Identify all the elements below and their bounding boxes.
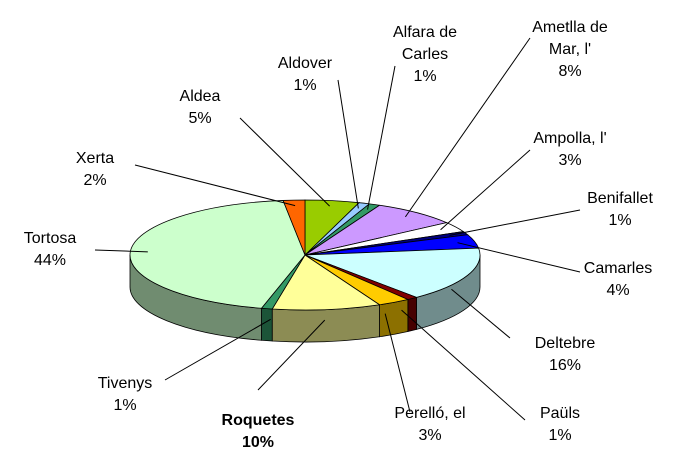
data-label: Aldover 1% [265,53,345,97]
leader-line [337,79,359,209]
leader-line [164,318,271,381]
label-name: Roquetes [221,412,295,429]
label-name: Xerta [75,150,115,167]
label-value: 5% [188,110,212,127]
pie-sides [129,254,481,343]
data-label: Tortosa 44% [10,228,90,272]
label-value: 3% [558,152,582,169]
leader-line [134,164,296,207]
label-name: Tortosa [23,230,77,247]
label-name: Aldea [179,88,221,105]
leader-line [457,242,581,273]
leader-line [404,37,531,218]
label-name: Paüls [539,405,581,422]
slice-side [379,298,409,338]
label-name: Perelló, el [394,405,466,422]
leader-line [451,288,511,339]
label-value: 4% [606,282,630,299]
data-label: Xerta 2% [55,148,135,192]
leader-line [257,319,326,391]
leader-line [401,309,526,421]
data-label: Ampolla, l' 3% [510,128,630,172]
label-value: 1% [548,427,572,444]
data-label: Aldea 5% [160,86,240,130]
label-value: 1% [608,212,632,229]
data-label: Tivenys 1% [85,373,165,417]
label-name: Camarles [583,260,653,277]
slice [282,199,306,256]
label-value: 16% [548,357,582,374]
label-value: 1% [113,397,137,414]
leader-line [449,209,581,236]
slice-side [407,296,417,332]
slice [271,254,381,311]
label-value: 1% [413,68,437,85]
leader-line [94,249,148,253]
data-label: Benifallet 1% [565,188,673,232]
leader-line [440,149,531,231]
leader-lines [94,37,581,421]
label-name: Ampolla, l' [533,130,607,147]
slice-side [261,307,273,342]
label-name: Alfara de Carles [392,24,458,63]
label-name: Deltebre [534,335,596,352]
slice-side [271,304,380,343]
data-label: Perelló, el 3% [375,403,485,447]
leader-line [384,313,411,413]
label-name: Aldover [277,55,333,72]
label-value: 44% [33,252,67,269]
data-label: Camarles 4% [568,258,668,302]
label-value: 2% [83,172,107,189]
label-value: 10% [241,434,275,451]
leader-line [367,65,396,210]
data-label: Ametlla de Mar, l' 8% [525,17,615,83]
pie-tops [129,199,481,311]
label-name: Benifallet [587,190,653,207]
data-label: Alfara de Carles 1% [385,22,465,88]
label-value: 1% [293,77,317,94]
label-value: 3% [418,427,442,444]
data-label: Paüls 1% [520,403,600,447]
leader-line [239,117,330,207]
slice [304,247,481,298]
data-label: Roquetes 10% [208,410,308,454]
data-label: Deltebre 16% [515,333,615,377]
label-name: Tivenys [97,375,153,392]
label-name: Ametlla de Mar, l' [532,19,608,58]
label-value: 8% [558,63,582,80]
